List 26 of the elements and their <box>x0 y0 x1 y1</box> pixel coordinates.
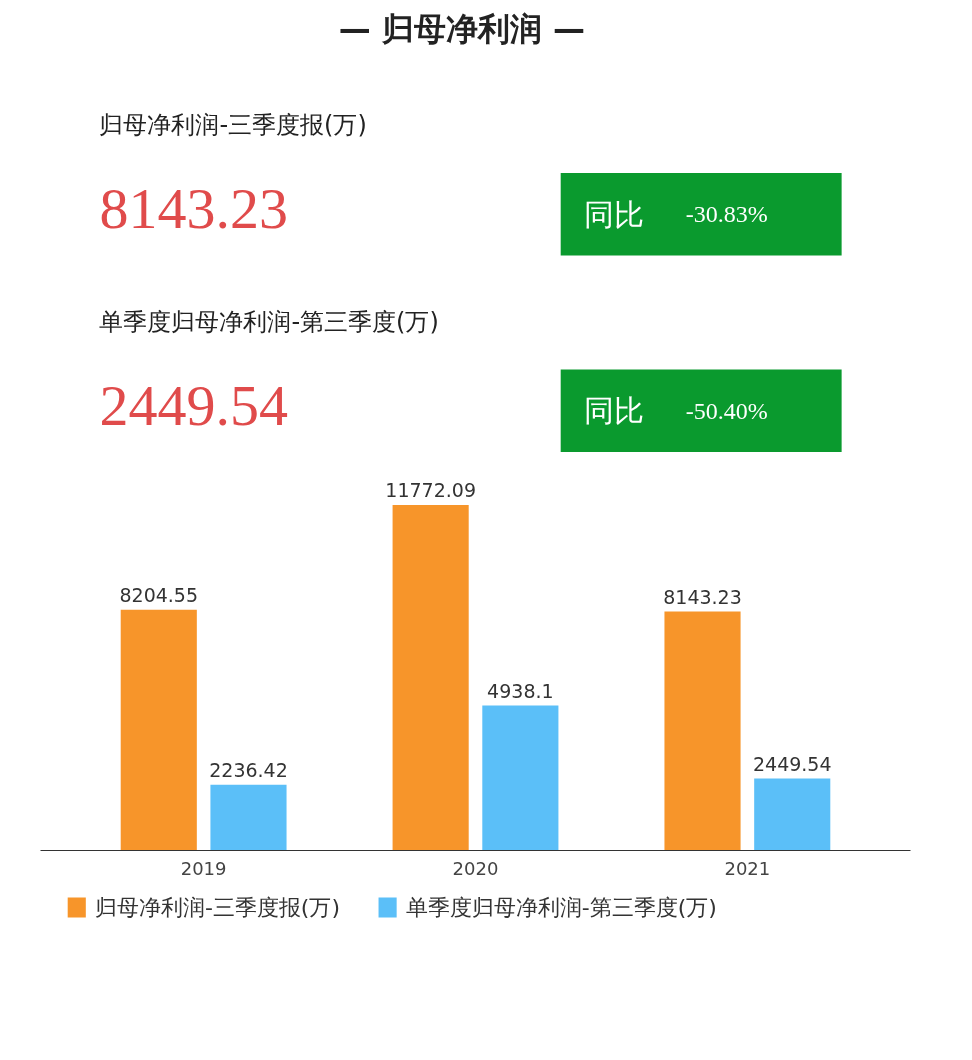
data-label: 4938.1 <box>487 679 554 702</box>
x-tick-label: 2019 <box>180 857 227 879</box>
text: 2449.54 <box>99 372 288 438</box>
legend-label: 归母净利润-三季度报(万) <box>94 895 340 920</box>
text: 同比 <box>584 196 645 232</box>
bar <box>392 505 469 851</box>
x-tick-label: 2020 <box>452 857 499 879</box>
bar <box>210 784 287 851</box>
bar <box>482 705 559 851</box>
text: 8143.23 <box>99 176 288 242</box>
text: 同比 <box>584 393 645 429</box>
data-label: 11772.09 <box>385 479 476 502</box>
data-label: 2449.54 <box>752 752 832 775</box>
bar <box>754 778 831 851</box>
text: 单季度归母净利润-第三季度(万) <box>99 307 439 336</box>
x-tick-label: 2021 <box>724 857 771 879</box>
text: 归母净利润-三季度报(万) <box>99 111 367 140</box>
data-label: 8143.23 <box>663 585 742 608</box>
data-label: 2236.42 <box>209 758 288 781</box>
bar <box>664 611 741 851</box>
bar <box>120 609 197 851</box>
text: -50.40% <box>685 397 768 424</box>
text: -30.83% <box>685 201 768 228</box>
legend-label: 单季度归母净利润-第三季度(万) <box>405 895 717 920</box>
data-label: 8204.55 <box>119 583 199 606</box>
chart-title: — 归母净利润 — <box>338 10 586 49</box>
